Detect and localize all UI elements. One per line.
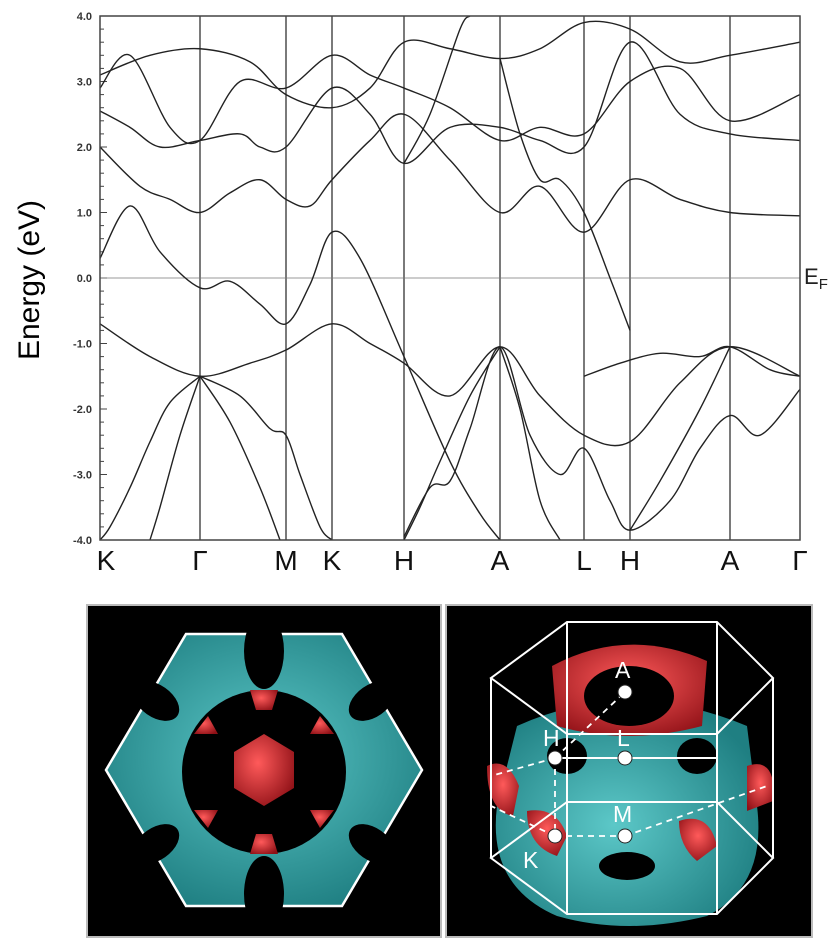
k-point-label: Γ: [792, 545, 807, 576]
point-k-label: K: [523, 847, 539, 873]
y-tick-label: -2.0: [73, 404, 92, 416]
band-curve: [583, 345, 801, 377]
point-l-marker: [617, 750, 633, 766]
band-curve: [99, 375, 201, 541]
y-tick-label: 2.0: [77, 142, 92, 154]
y-tick-label: -1.0: [73, 339, 92, 351]
fermi-label: EF: [804, 264, 828, 293]
y-tick-label: -4.0: [73, 535, 92, 547]
band-curve: [149, 376, 201, 541]
k-point-label: M: [274, 545, 297, 576]
k-point-label: L: [576, 545, 592, 576]
k-point-label: H: [620, 545, 640, 576]
k-point-label: K: [97, 545, 116, 576]
band-curve: [99, 205, 501, 541]
band-curve: [629, 346, 731, 531]
point-m-marker: [617, 828, 633, 844]
band-curve: [499, 346, 561, 541]
k-point-label: A: [721, 545, 740, 576]
k-point-label: K: [323, 545, 342, 576]
band-curve: [199, 375, 281, 541]
point-m-label: M: [613, 801, 632, 827]
band-curve: [99, 20, 801, 109]
point-k-marker: [547, 828, 563, 844]
band-curves: [99, 15, 801, 541]
k-point-label: H: [394, 545, 414, 576]
y-tick-label: 3.0: [77, 77, 92, 89]
band-curve: [403, 15, 471, 164]
k-point-label: A: [491, 545, 510, 576]
y-ticks: 4.0 3.0 2.0 1.0 0.0 -1.0 -2.0 -3.0 -4.0: [73, 11, 107, 547]
point-a-marker: [617, 684, 633, 700]
band-curve: [99, 323, 801, 447]
band-curve: [99, 113, 801, 233]
plot-frame: [99, 15, 801, 541]
band-curve: [499, 58, 631, 331]
point-h-label: H: [543, 725, 560, 751]
point-l-label: L: [617, 725, 630, 751]
y-tick-label: -3.0: [73, 470, 92, 482]
band-curve: [99, 53, 801, 145]
fermi-surface-3d-view: A H L M K: [445, 604, 813, 938]
k-point-label: Γ: [192, 545, 207, 576]
band-curve: [199, 375, 333, 541]
y-tick-label: 4.0: [77, 11, 92, 23]
fermi-surface-top-view: [86, 604, 442, 938]
y-tick-label: 1.0: [77, 208, 92, 220]
y-tick-label: 0.0: [77, 273, 92, 285]
band-curve: [403, 346, 801, 538]
band-curve: [403, 346, 501, 541]
point-a-label: A: [615, 657, 631, 683]
point-h-marker: [547, 750, 563, 766]
band-curve: [99, 41, 801, 165]
